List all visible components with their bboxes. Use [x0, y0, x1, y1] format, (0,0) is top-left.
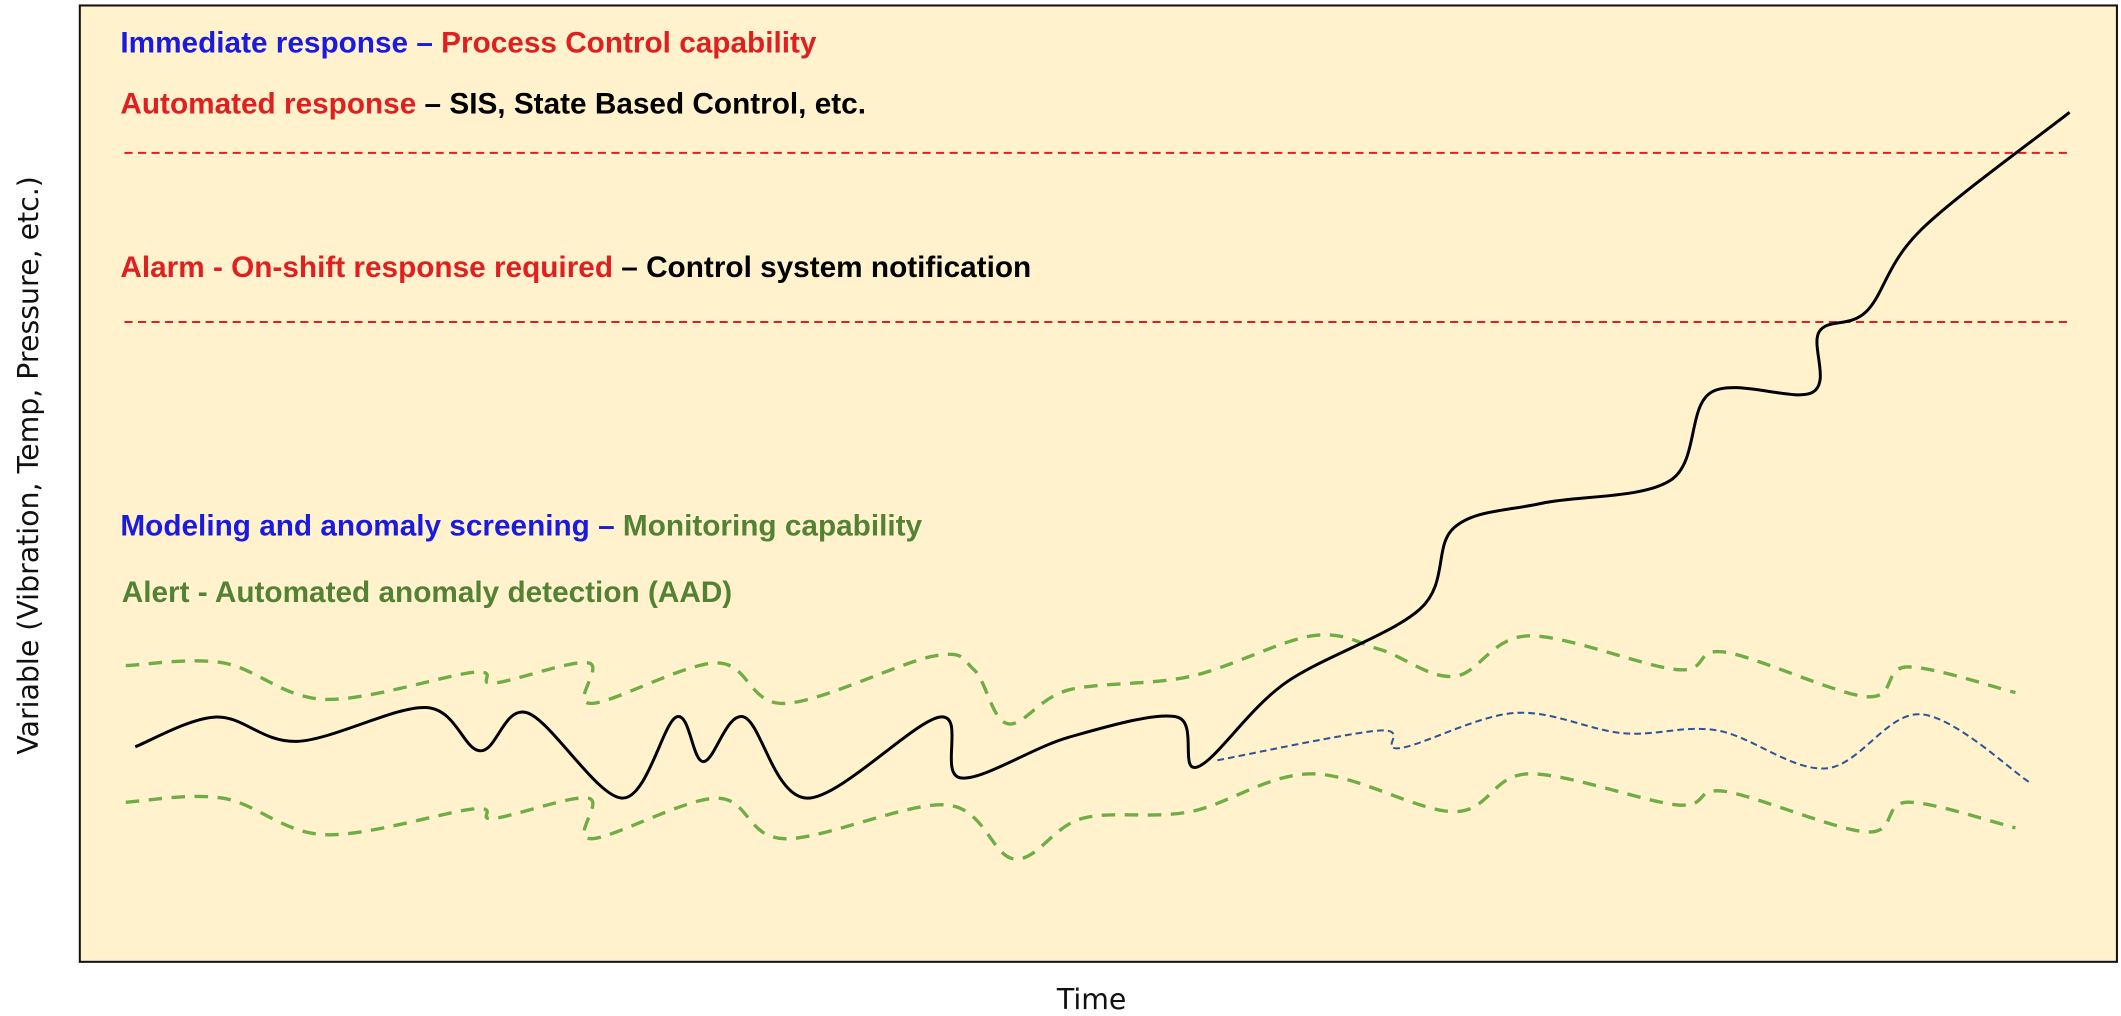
upper-band	[125, 633, 2016, 726]
lower-band	[125, 772, 2016, 861]
zone-label-part: Automated response	[120, 87, 416, 120]
zone-label: Immediate response – Process Control cap…	[120, 27, 817, 60]
plot-area	[78, 4, 2118, 963]
zone-label-part: Modeling and anomaly screening –	[120, 509, 614, 542]
zone-label-part: – SIS, State Based Control, etc.	[416, 87, 866, 120]
x-axis-label: Time	[1056, 983, 1126, 1016]
zone-label: Alert - Automated anomaly detection (AAD…	[122, 576, 732, 609]
zone-label-part: Immediate response –	[120, 27, 433, 60]
zone-label-part: Process Control capability	[433, 27, 817, 60]
signal-line	[134, 111, 2071, 800]
zone-label-part: Alert - Automated anomaly detection (AAD…	[122, 576, 732, 609]
zone-label-part: Monitoring capability	[615, 509, 923, 542]
zone-label-part: – Control system notification	[613, 251, 1031, 284]
model-line	[1217, 711, 2030, 783]
y-axis-label: Variable (Vibration, Temp, Pressure, etc…	[12, 176, 45, 755]
zone-label-part: Alarm - On-shift response required	[120, 251, 613, 284]
zone-label: Modeling and anomaly screening – Monitor…	[120, 509, 922, 542]
zone-label: Automated response – SIS, State Based Co…	[120, 87, 866, 120]
zone-label: Alarm - On-shift response required – Con…	[120, 251, 1031, 284]
